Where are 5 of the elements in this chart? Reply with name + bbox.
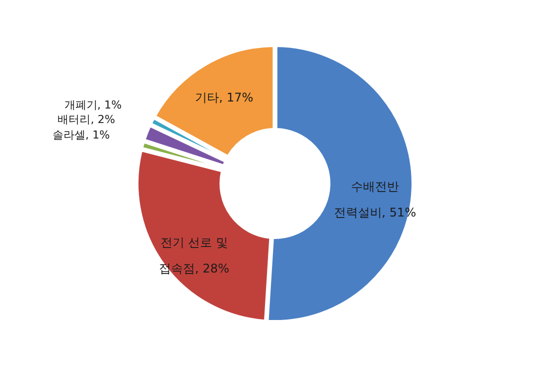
donut-slice (144, 126, 225, 166)
slice-label: 개폐기, 1% (64, 98, 122, 112)
slice-label: 기타, 17% (194, 90, 254, 104)
slice-label: 솔라셀, 1% (52, 128, 110, 142)
slice-label: 배터리, 2% (58, 113, 116, 126)
